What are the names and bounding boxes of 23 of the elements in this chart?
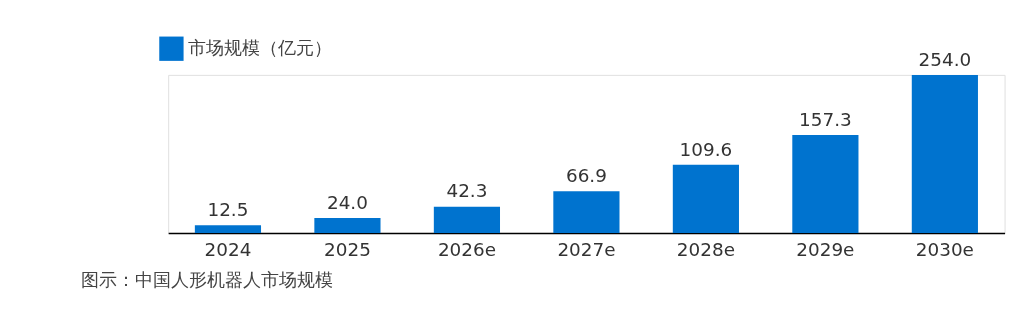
data-label: 12.5	[207, 199, 249, 221]
x-tick-label: 2025	[324, 238, 371, 260]
data-label: 254.0	[918, 48, 972, 70]
bar	[433, 206, 501, 234]
legend-label: 市场规模（亿元）	[187, 37, 332, 59]
bar	[314, 218, 381, 234]
x-tick-label: 2024	[204, 238, 252, 260]
x-tick-label: 2029e	[796, 238, 855, 260]
data-label: 66.9	[565, 165, 607, 187]
data-label: 157.3	[799, 108, 852, 130]
bar	[194, 225, 262, 234]
data-label: 42.3	[446, 180, 488, 202]
x-tick-label: 2026e	[437, 238, 496, 260]
x-tick-label: 2030e	[915, 238, 974, 260]
bar	[792, 135, 859, 234]
bar	[911, 74, 978, 234]
x-tick-label: 2027e	[557, 238, 616, 260]
x-tick-label: 2028e	[676, 238, 735, 260]
data-label: 24.0	[326, 191, 368, 213]
data-label: 109.6	[679, 138, 733, 160]
text: 图示：中国人形机器人市场规模	[80, 269, 333, 291]
bar	[553, 191, 620, 234]
bar	[672, 164, 739, 234]
